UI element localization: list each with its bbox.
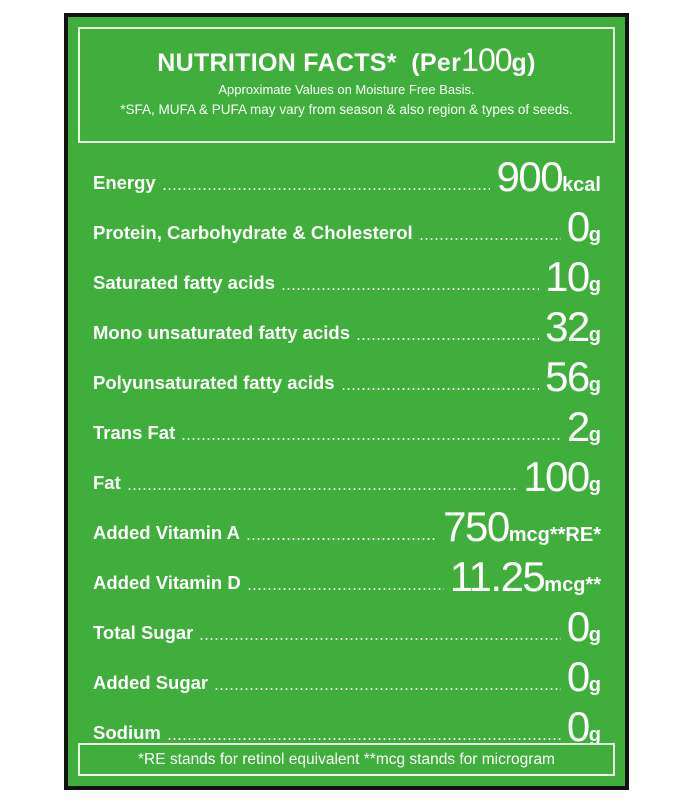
nutrient-amount: 750 (443, 503, 510, 550)
nutrient-amount: 11.25 (449, 553, 546, 600)
nutrient-label: Total Sugar (93, 622, 194, 643)
nutrient-unit: g (588, 224, 601, 246)
nutrient-value: 100g (523, 456, 601, 498)
nutrient-unit: mcg**RE* (508, 524, 601, 546)
nutrient-amount: 0 (566, 603, 590, 650)
nutrient-amount: 900 (496, 153, 563, 200)
nutrient-label: Mono unsaturated fatty acids (93, 322, 350, 343)
nutrient-unit: g (588, 724, 601, 746)
title-unit: g) (511, 49, 536, 77)
subtitle-variation-note: *SFA, MUFA & PUFA may vary from season &… (120, 102, 573, 117)
nutrient-unit: g (588, 624, 601, 646)
nutrient-label: Energy (93, 172, 156, 193)
nutrient-row-total-sugar: Total Sugar 0g (78, 598, 615, 648)
nutrient-row-added-sugar: Added Sugar 0g (78, 648, 615, 698)
nutrient-amount: 2 (566, 403, 590, 450)
nutrient-label: Protein, Carbohydrate & Cholesterol (93, 222, 413, 243)
nutrient-row-added-vitamin-d: Added Vitamin D 11.25mcg** (78, 548, 615, 598)
nutrient-value: 0g (567, 206, 601, 248)
nutrition-title: NUTRITION FACTS* (Per100g) (80, 42, 613, 79)
nutrient-amount: 0 (566, 203, 590, 250)
dot-leader (181, 438, 561, 440)
nutrient-unit: mcg** (544, 574, 601, 596)
nutrient-row-saturated-fatty-acids: Saturated fatty acids 10g (78, 248, 615, 298)
nutrient-value: 32g (545, 306, 601, 348)
nutrient-value: 0g (567, 656, 601, 698)
title-amount: 100 (461, 42, 512, 78)
nutrient-row-energy: Energy 900kcal (78, 148, 615, 198)
nutrient-value: 0g (567, 706, 601, 748)
dot-leader (161, 188, 491, 190)
nutrient-value: 56g (545, 356, 601, 398)
dot-leader (126, 488, 518, 490)
dot-leader (418, 238, 561, 240)
nutrient-label: Added Sugar (93, 672, 209, 693)
dot-leader (280, 288, 540, 290)
nutrient-label: Trans Fat (93, 422, 176, 443)
nutrient-unit: g (588, 424, 601, 446)
nutrient-label: Sodium (93, 722, 161, 743)
nutrient-label: Polyunsaturated fatty acids (93, 372, 335, 393)
nutrient-value: 750mcg**RE* (443, 506, 601, 548)
nutrient-label: Added Vitamin A (93, 522, 240, 543)
nutrient-row-fat: Fat 100g (78, 448, 615, 498)
nutrient-row-mono-unsaturated-fatty-acids: Mono unsaturated fatty acids 32g (78, 298, 615, 348)
subtitle-basis: Approximate Values on Moisture Free Basi… (218, 82, 475, 97)
nutrient-amount: 10 (545, 253, 590, 300)
dot-leader (214, 688, 561, 690)
nutrient-row-protein-carbohydrate-cholesterol: Protein, Carbohydrate & Cholesterol 0g (78, 198, 615, 248)
nutrient-amount: 0 (566, 703, 590, 750)
nutrient-row-sodium: Sodium 0g (78, 698, 615, 748)
nutrient-list: Energy 900kcal Protein, Carbohydrate & C… (78, 148, 615, 748)
title-per: (Per (411, 49, 462, 77)
nutrient-value: 900kcal (496, 156, 601, 198)
nutrient-unit: g (588, 674, 601, 696)
nutrient-unit: g (588, 324, 601, 346)
nutrient-row-added-vitamin-a: Added Vitamin A 750mcg**RE* (78, 498, 615, 548)
nutrition-header: NUTRITION FACTS* (Per100g) Approximate V… (78, 27, 615, 143)
nutrient-row-trans-fat: Trans Fat 2g (78, 398, 615, 448)
nutrient-value: 11.25mcg** (450, 556, 601, 598)
nutrient-label: Added Vitamin D (93, 572, 241, 593)
nutrient-amount: 32 (545, 303, 590, 350)
footnote: *RE stands for retinol equivalent **mcg … (78, 743, 615, 776)
nutrient-value: 0g (567, 606, 601, 648)
nutrient-value: 10g (545, 256, 601, 298)
nutrient-amount: 0 (566, 653, 590, 700)
dot-leader (246, 538, 438, 540)
nutrient-unit: g (588, 374, 601, 396)
dot-leader (340, 388, 540, 390)
nutrient-amount: 100 (523, 453, 590, 500)
nutrient-label: Saturated fatty acids (93, 272, 275, 293)
dot-leader (166, 738, 561, 740)
nutrition-facts-panel: NUTRITION FACTS* (Per100g) Approximate V… (64, 13, 629, 790)
nutrient-amount: 56 (545, 353, 590, 400)
nutrient-unit: kcal (562, 174, 601, 196)
nutrient-label: Fat (93, 472, 121, 493)
dot-leader (355, 338, 540, 340)
dot-leader (246, 588, 444, 590)
nutrient-value: 2g (567, 406, 601, 448)
nutrient-row-polyunsaturated-fatty-acids: Polyunsaturated fatty acids 56g (78, 348, 615, 398)
dot-leader (199, 638, 561, 640)
title-prefix: NUTRITION FACTS* (157, 49, 397, 77)
nutrient-unit: g (588, 274, 601, 296)
nutrient-unit: g (588, 474, 601, 496)
